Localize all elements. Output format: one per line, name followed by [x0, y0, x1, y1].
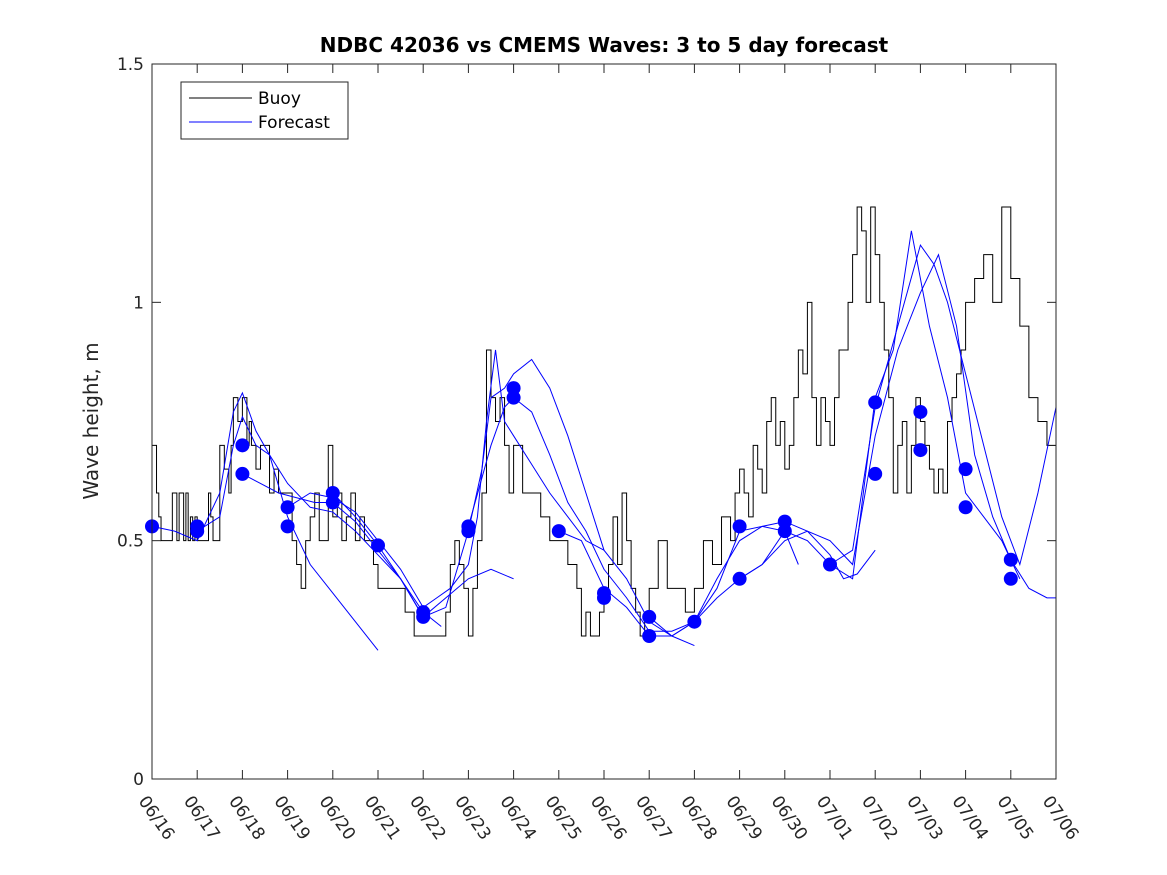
- forecast-line-7: [648, 230, 1021, 637]
- forecast-marker: [732, 571, 747, 586]
- x-tick-label: 06/27: [631, 792, 675, 844]
- legend: Buoy Forecast: [180, 81, 349, 140]
- forecast-marker: [371, 538, 385, 553]
- x-tick-label: 06/18: [224, 792, 268, 844]
- x-tick-label: 06/21: [360, 792, 404, 844]
- forecast-marker: [958, 462, 973, 477]
- forecast-marker: [868, 466, 883, 481]
- forecast-marker: [506, 390, 521, 405]
- forecast-marker: [687, 614, 702, 629]
- forecast-marker: [958, 500, 973, 515]
- forecast-marker: [1003, 571, 1018, 586]
- forecast-marker: [642, 629, 657, 643]
- buoy-line: [152, 206, 1057, 637]
- forecast-marker: [325, 495, 340, 510]
- forecast-marker: [461, 524, 476, 539]
- x-tick-label: 07/06: [1038, 792, 1082, 844]
- x-tick-label: 07/04: [948, 792, 992, 844]
- x-tick-label: 06/16: [134, 792, 178, 844]
- forecast-marker: [1003, 552, 1018, 567]
- forecast-marker: [416, 609, 431, 624]
- forecast-marker: [913, 404, 928, 419]
- forecast-marker: [551, 524, 566, 539]
- x-tick-label: 06/17: [179, 792, 223, 844]
- x-tick-label: 06/20: [315, 792, 359, 844]
- forecast-line-8: [739, 253, 1056, 599]
- legend-label-forecast: Forecast: [258, 113, 330, 133]
- marker-layer: [145, 381, 1018, 643]
- forecast-marker: [642, 609, 657, 624]
- forecast-line-2: [242, 473, 514, 618]
- forecast-marker: [868, 395, 883, 410]
- y-tick-label: 0.5: [117, 532, 144, 552]
- legend-box: [180, 81, 349, 140]
- x-tick-label: 07/01: [812, 792, 856, 844]
- x-tick-label: 06/30: [767, 792, 811, 844]
- x-tick-label: 07/03: [902, 792, 946, 844]
- x-tick-label: 06/23: [450, 792, 494, 844]
- y-axis-label: Wave height, m: [79, 342, 103, 499]
- x-tick-label: 06/22: [405, 792, 449, 844]
- forecast-marker: [823, 557, 837, 572]
- forecast-line-4: [332, 358, 695, 646]
- forecast-marker: [280, 500, 295, 515]
- x-tick-label: 06/28: [676, 792, 720, 844]
- forecast-marker: [280, 519, 295, 534]
- series-layer: [151, 206, 1057, 651]
- forecast-marker: [235, 438, 250, 453]
- x-tick-label: 06/25: [541, 792, 585, 844]
- x-tick-label: 07/05: [993, 792, 1037, 844]
- forecast-marker: [597, 590, 611, 605]
- forecast-marker: [913, 443, 928, 458]
- forecast-marker: [235, 466, 250, 481]
- forecast-line-3: [287, 349, 605, 609]
- y-tick-label: 1: [133, 293, 144, 313]
- x-tick-label: 07/02: [857, 792, 901, 844]
- x-tick-label: 06/24: [496, 792, 540, 844]
- y-axis: 0 0.5 1 1.5: [117, 55, 1056, 790]
- chart-title: NDBC 42036 vs CMEMS Waves: 3 to 5 day fo…: [320, 33, 889, 57]
- y-tick-label: 1.5: [117, 55, 144, 75]
- forecast-marker: [777, 524, 792, 539]
- x-tick-label: 06/19: [270, 792, 314, 844]
- forecast-line-0: [151, 391, 379, 651]
- y-tick-label: 0: [133, 770, 144, 790]
- forecast-line-6: [558, 521, 876, 637]
- legend-label-buoy: Buoy: [258, 89, 301, 109]
- forecast-marker: [190, 524, 205, 539]
- x-tick-label: 06/29: [722, 792, 766, 844]
- forecast-marker: [732, 519, 747, 534]
- x-tick-label: 06/26: [586, 792, 630, 844]
